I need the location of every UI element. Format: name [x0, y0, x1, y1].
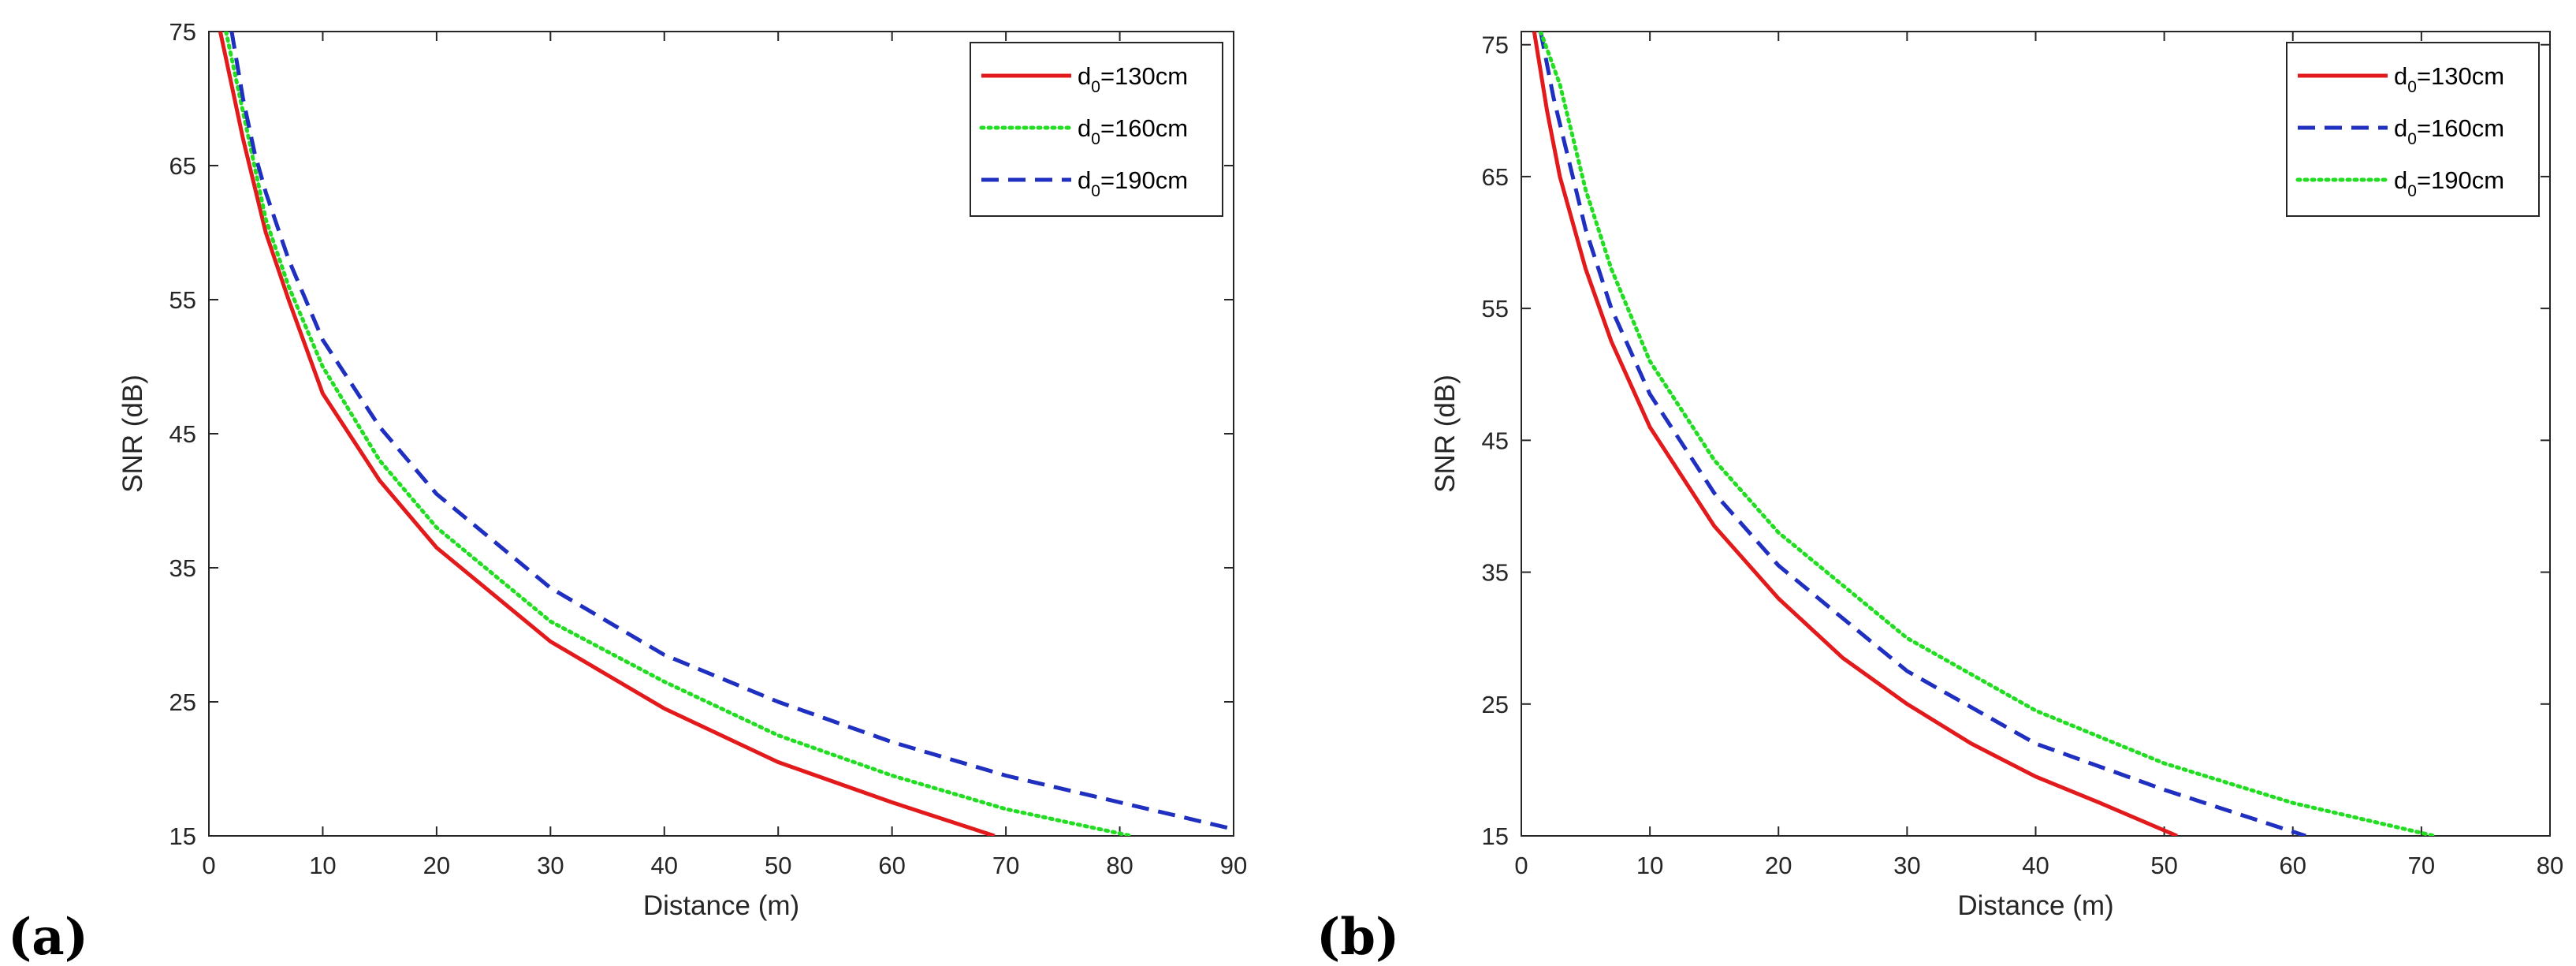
legend-entry-sub: 0	[2407, 130, 2417, 148]
y-tick-label: 35	[169, 554, 196, 582]
x-tick-label: 50	[2150, 852, 2177, 879]
x-tick-label: 10	[309, 852, 336, 879]
y-tick-label: 25	[169, 688, 196, 716]
y-tick-label: 25	[1482, 691, 1509, 718]
legend-entry-main: d	[1078, 114, 1091, 142]
legend-entry-sub: 0	[2407, 182, 2417, 200]
y-axis-label: SNR (dB)	[117, 375, 148, 493]
x-tick-label: 20	[423, 852, 450, 879]
legend-entry-main: d	[2394, 114, 2407, 142]
panel-label: (a)	[8, 908, 88, 966]
chart-panel-1: 0 10 20 30 40 50 60 70 80 90 15 25 35 45 55 65 75 Distanc…	[8, 18, 1247, 966]
y-tick-label: 15	[1482, 822, 1509, 850]
x-tick-label: 60	[2280, 852, 2306, 879]
legend-entry: d0=130cm	[1078, 62, 1188, 96]
legend-entry: d0=130cm	[2394, 62, 2504, 96]
x-axis-label: Distance (m)	[1957, 890, 2113, 921]
legend-entry: d0=160cm	[2394, 114, 2504, 148]
legend-entry-sub: 0	[1091, 78, 1100, 96]
panel-label: (b)	[1316, 908, 1399, 966]
y-tick-label: 75	[1482, 32, 1509, 59]
x-tick-label: 40	[2022, 852, 2049, 879]
legend-entry: d0=190cm	[2394, 166, 2504, 200]
x-tick-label: 50	[765, 852, 791, 879]
legend-entry-rest: =130cm	[1100, 62, 1188, 90]
legend-box	[970, 42, 1223, 217]
y-tick-label: 15	[169, 822, 196, 850]
y-tick-label: 55	[169, 286, 196, 314]
x-tick-label: 90	[1220, 852, 1247, 879]
x-tick-label: 20	[1765, 852, 1792, 879]
y-tick-label: 75	[169, 18, 196, 46]
legend-entry-sub: 0	[1091, 182, 1100, 200]
legend-entry-rest: =160cm	[1100, 114, 1188, 142]
y-axis-label: SNR (dB)	[1430, 375, 1461, 493]
chart-panel-2: 0 10 20 30 40 50 60 70 80 15 25 35 45 55 65 75 Distance …	[1316, 31, 2563, 966]
x-tick-label: 0	[1514, 852, 1528, 879]
legend-entry: d0=190cm	[1078, 166, 1188, 200]
legend-entry-sub: 0	[1091, 130, 1100, 148]
legend-entry-rest: =130cm	[2417, 62, 2504, 90]
legend-entry-main: d	[1078, 166, 1091, 194]
y-tick-label: 65	[169, 152, 196, 180]
series-line-190cm	[229, 32, 1234, 831]
y-tick-label: 55	[1482, 295, 1509, 323]
x-axis-label: Distance (m)	[643, 890, 799, 921]
y-tick-label: 65	[1482, 163, 1509, 191]
x-tick-label: 60	[878, 852, 905, 879]
x-tick-label: 40	[651, 852, 678, 879]
x-tick-label: 80	[1106, 852, 1133, 879]
legend-entry-main: d	[2394, 62, 2407, 90]
y-tick-label: 35	[1482, 559, 1509, 587]
legend-entry-rest: =190cm	[1100, 166, 1188, 194]
x-tick-label: 70	[992, 852, 1019, 879]
legend-entry-main: d	[2394, 166, 2407, 194]
x-tick-label: 80	[2537, 852, 2563, 879]
series-line-190cm	[1539, 32, 2436, 836]
legend-entry-rest: =190cm	[2417, 166, 2504, 194]
y-tick-label: 45	[169, 420, 196, 448]
legend-entry: d0=160cm	[1078, 114, 1188, 148]
series-line-130cm	[1532, 32, 2178, 836]
x-tick-label: 70	[2408, 852, 2435, 879]
legend-entry-main: d	[1078, 62, 1091, 90]
x-tick-label: 30	[1893, 852, 1920, 879]
series-line-160cm	[1539, 32, 2306, 836]
legend-entry-sub: 0	[2407, 78, 2417, 96]
series-line-130cm	[218, 32, 996, 836]
x-tick-label: 10	[1636, 852, 1663, 879]
series-line-160cm	[224, 32, 1134, 836]
y-tick-label: 45	[1482, 427, 1509, 454]
x-tick-label: 0	[202, 852, 215, 879]
legend-entry-rest: =160cm	[2417, 114, 2504, 142]
x-tick-label: 30	[537, 852, 564, 879]
